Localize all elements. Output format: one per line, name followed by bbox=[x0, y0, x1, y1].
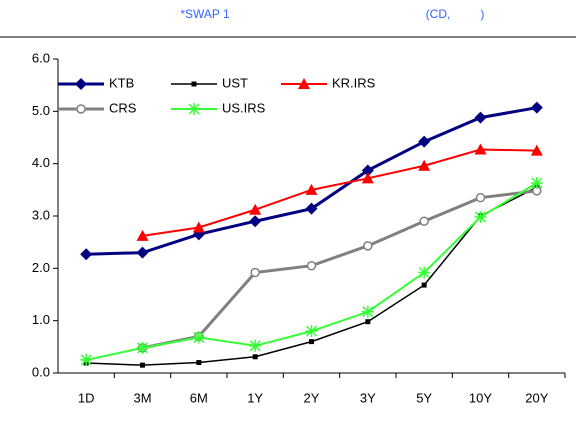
marker bbox=[365, 319, 371, 325]
marker bbox=[249, 203, 262, 215]
marker bbox=[530, 101, 543, 114]
marker bbox=[421, 282, 427, 288]
marker bbox=[249, 339, 262, 352]
marker bbox=[136, 341, 149, 354]
marker bbox=[192, 331, 205, 344]
marker bbox=[418, 159, 431, 171]
marker bbox=[305, 202, 318, 215]
legend-label: KTB bbox=[109, 75, 134, 90]
y-tick-label: 5.0 bbox=[32, 103, 50, 118]
marker bbox=[309, 339, 314, 345]
x-tick-label: 10Y bbox=[469, 390, 492, 405]
marker bbox=[252, 354, 258, 360]
x-tick-label: 20Y bbox=[525, 390, 548, 405]
marker bbox=[530, 177, 543, 190]
marker bbox=[191, 81, 197, 87]
x-tick-label: 3M bbox=[133, 390, 151, 405]
marker bbox=[136, 229, 149, 241]
marker bbox=[140, 362, 145, 368]
y-tick-label: 6.0 bbox=[32, 50, 50, 65]
chart-title: *SWAP 1 bbox=[180, 7, 230, 21]
marker bbox=[474, 111, 487, 124]
marker bbox=[305, 325, 318, 338]
x-tick-label: 5Y bbox=[416, 390, 432, 405]
marker bbox=[80, 353, 93, 366]
x-tick-label: 2Y bbox=[304, 390, 320, 405]
marker bbox=[306, 260, 317, 271]
marker bbox=[361, 305, 374, 318]
marker bbox=[475, 192, 486, 203]
marker bbox=[530, 144, 543, 156]
marker bbox=[192, 221, 205, 233]
marker bbox=[250, 267, 260, 278]
marker bbox=[418, 266, 431, 279]
marker bbox=[188, 103, 200, 115]
x-tick-label: 6M bbox=[190, 390, 208, 405]
y-tick-label: 1.0 bbox=[32, 312, 50, 327]
x-tick-label: 1D bbox=[78, 390, 95, 405]
marker bbox=[474, 211, 487, 224]
x-tick-label: 3Y bbox=[360, 390, 376, 405]
marker bbox=[418, 135, 431, 148]
y-tick-label: 2.0 bbox=[32, 260, 50, 275]
legend-label: UST bbox=[222, 75, 248, 90]
series-line bbox=[142, 148, 537, 237]
marker bbox=[80, 248, 93, 261]
marker bbox=[419, 216, 429, 226]
marker bbox=[474, 143, 487, 155]
series-line bbox=[86, 106, 538, 256]
series-line bbox=[142, 189, 538, 350]
marker bbox=[136, 246, 149, 259]
marker bbox=[305, 183, 318, 195]
marker bbox=[361, 164, 374, 177]
legend-label: CRS bbox=[109, 100, 137, 115]
y-tick-label: 4.0 bbox=[32, 155, 50, 170]
chart-subtitle: (CD, ) bbox=[426, 7, 485, 21]
legend-label: KR.IRS bbox=[332, 75, 376, 90]
y-tick-label: 3.0 bbox=[32, 207, 50, 222]
x-tick-label: 1Y bbox=[247, 390, 263, 405]
marker bbox=[363, 241, 373, 251]
marker bbox=[298, 78, 310, 89]
marker bbox=[361, 172, 374, 184]
y-tick-label: 0.0 bbox=[32, 364, 50, 379]
marker bbox=[76, 104, 86, 114]
marker bbox=[249, 215, 262, 228]
legend-label: US.IRS bbox=[222, 100, 266, 115]
marker bbox=[75, 78, 87, 90]
marker bbox=[196, 360, 202, 366]
